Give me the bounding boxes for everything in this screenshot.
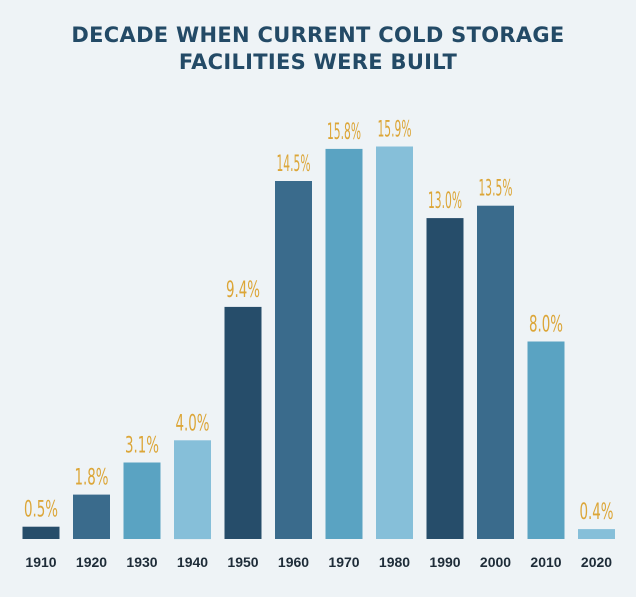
bar-1950 <box>224 306 262 539</box>
data-label-1920: 1.8% <box>75 466 109 491</box>
bar-1910 <box>22 526 60 539</box>
x-tick-1930: 1930 <box>126 554 157 570</box>
data-label-1950: 9.4% <box>226 278 260 303</box>
data-label-2010: 8.0% <box>529 313 563 338</box>
data-label-1990: 13.0% <box>428 189 462 214</box>
data-label-1960: 14.5% <box>277 152 311 177</box>
bar-1920 <box>73 494 110 539</box>
bar-1930 <box>123 462 161 539</box>
x-axis-tick-labels: 1910 1920 1930 1940 1950 1960 1970 1980 1990 2000… <box>25 554 612 570</box>
bar-1940 <box>174 440 211 540</box>
x-tick-1950: 1950 <box>227 554 258 570</box>
x-tick-1960: 1960 <box>278 554 309 570</box>
x-tick-1980: 1980 <box>379 554 410 570</box>
bar-2020 <box>578 529 615 539</box>
data-label-1910: 0.5% <box>24 498 58 523</box>
x-tick-2020: 2020 <box>581 554 612 570</box>
chart-title: DECADE WHEN CURRENT COLD STORAGE FACILIT… <box>0 22 636 76</box>
x-tick-1990: 1990 <box>429 554 460 570</box>
chart-title-line-2: FACILITIES WERE BUILT <box>178 50 458 74</box>
data-label-2000: 13.5% <box>479 177 513 202</box>
bar-1990 <box>426 218 464 539</box>
chart-title-line-1: DECADE WHEN CURRENT COLD STORAGE <box>71 23 565 47</box>
x-tick-2000: 2000 <box>480 554 511 570</box>
x-tick-1910: 1910 <box>25 554 56 570</box>
x-tick-2010: 2010 <box>530 554 561 570</box>
data-label-1970: 15.8% <box>327 120 361 145</box>
bar-1980 <box>376 146 413 539</box>
x-tick-1920: 1920 <box>76 554 107 570</box>
value-labels-layer: 0.5% 1.8% 3.1% 4.0% 9.4% 14.5% 15.8% 15.9% 13.0%… <box>24 118 614 526</box>
data-label-1930: 3.1% <box>125 434 159 459</box>
x-tick-1970: 1970 <box>328 554 359 570</box>
x-tick-1940: 1940 <box>177 554 208 570</box>
data-label-2020: 0.4% <box>580 500 614 525</box>
data-label-1940: 4.0% <box>176 411 210 436</box>
data-label-1980: 15.9% <box>378 118 412 143</box>
bar-1970 <box>325 148 363 539</box>
bar-2010 <box>527 341 565 539</box>
bar-2000 <box>477 205 514 539</box>
bars-layer <box>22 146 615 540</box>
bar-1960 <box>275 181 312 539</box>
